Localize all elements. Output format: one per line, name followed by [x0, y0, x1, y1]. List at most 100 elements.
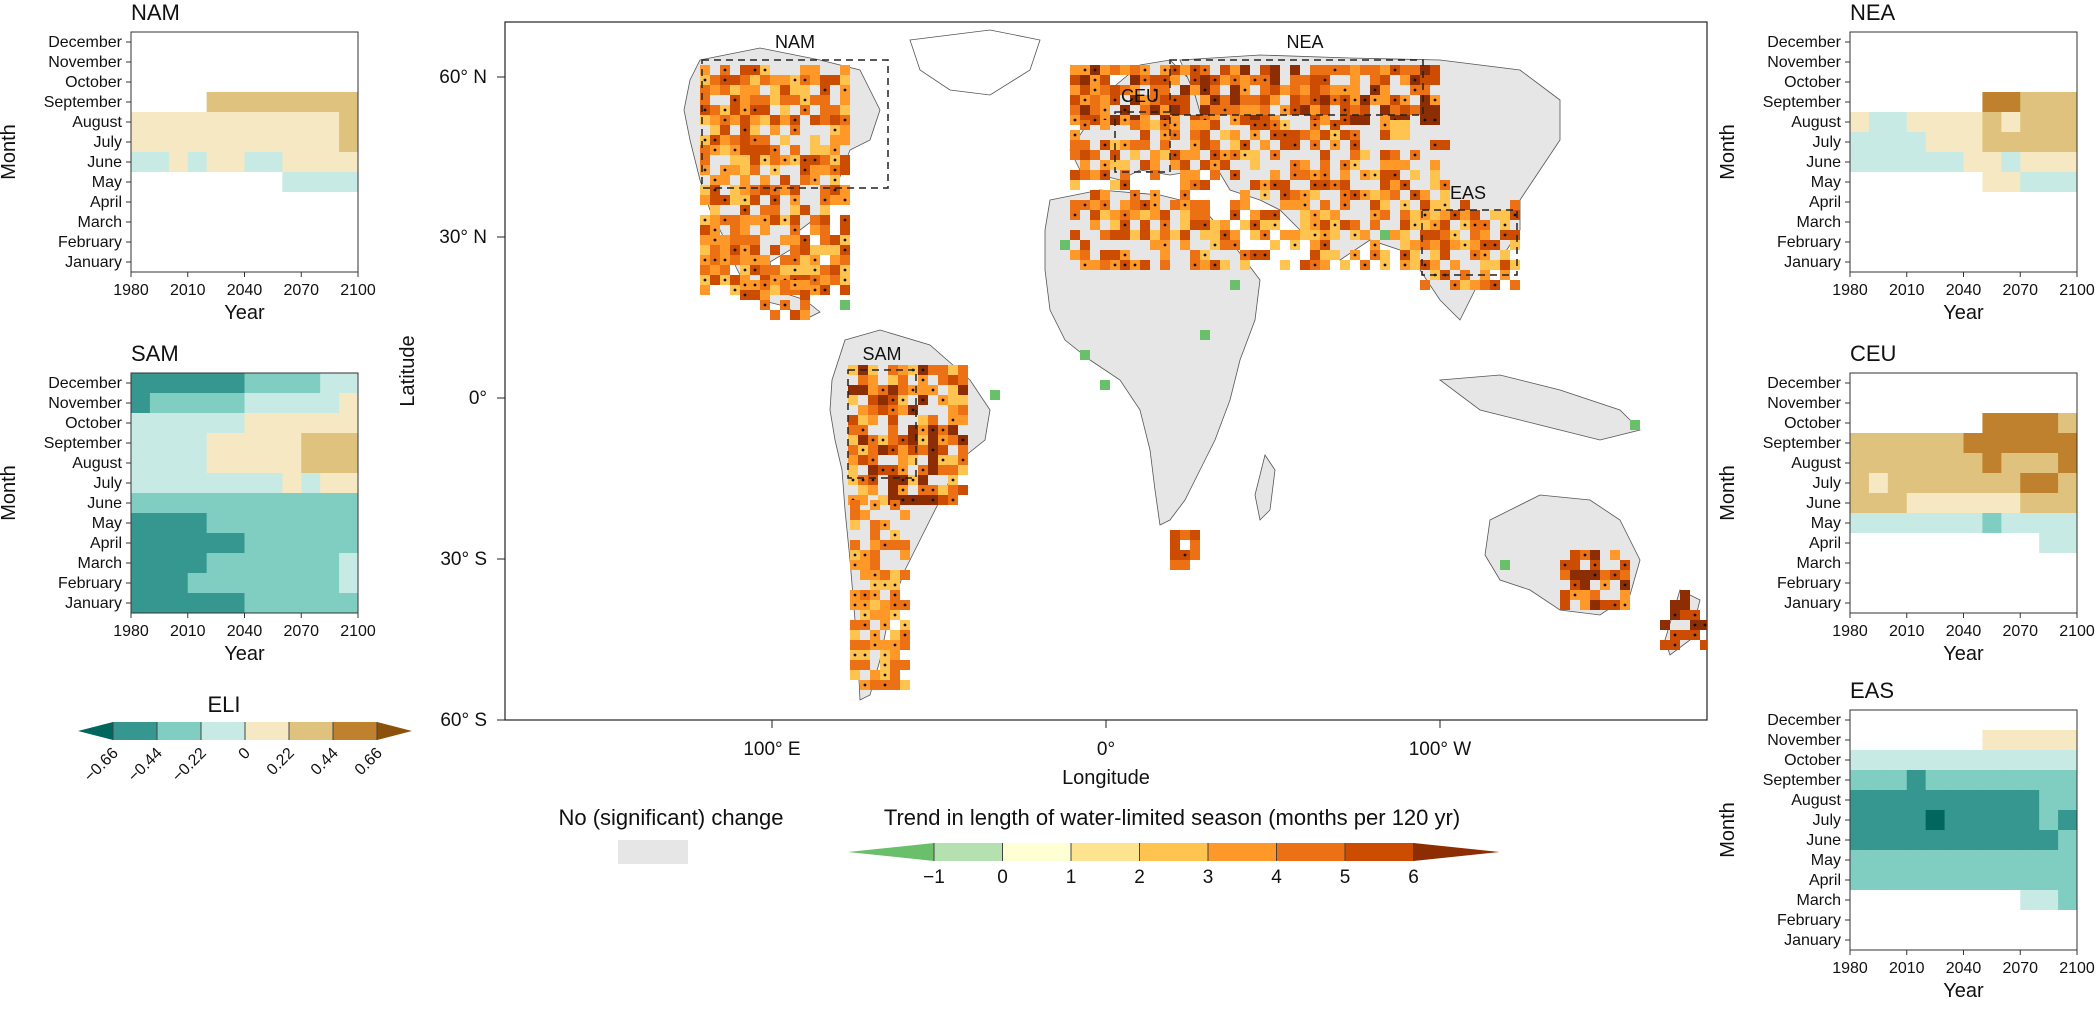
- heatmap-cell: [131, 473, 151, 494]
- heatmap-cell: [1850, 52, 1870, 73]
- heatmap-cell: [1963, 152, 1983, 173]
- month-tick-label: January: [1784, 595, 1841, 612]
- trend-cell: [820, 245, 830, 255]
- heatmap-cell: [244, 593, 264, 614]
- trend-cell: [1410, 65, 1420, 75]
- significance-dot: [1473, 253, 1477, 257]
- trend-cell: [730, 235, 740, 245]
- significance-dot: [911, 408, 915, 412]
- trend-cell: [1420, 220, 1430, 230]
- trend-cell: [1420, 105, 1430, 115]
- trend-cell: [938, 375, 948, 385]
- significance-dot: [941, 398, 945, 402]
- heatmap-cell: [2058, 373, 2078, 394]
- heatmap-cell: [1850, 790, 1870, 811]
- heatmap-cell: [2058, 870, 2078, 891]
- heatmap-cell: [2020, 172, 2040, 193]
- heatmap-cell: [1963, 453, 1983, 474]
- trend-cell: [800, 245, 810, 255]
- heatmap-cell: [301, 553, 321, 574]
- eli-tick-label: −0.44: [125, 745, 166, 786]
- trend-cell: [770, 155, 780, 165]
- trend-cell: [1320, 200, 1330, 210]
- significance-dot: [743, 108, 747, 112]
- significance-dot: [703, 78, 707, 82]
- trend-cell: [1190, 120, 1200, 130]
- heatmap-cell: [1887, 132, 1908, 153]
- trend-cell: [880, 570, 890, 580]
- heatmap-ceu: CEUDecemberNovemberOctoberSeptemberAugus…: [1717, 341, 2095, 665]
- trend-cell: [1300, 95, 1310, 105]
- significance-dot: [891, 468, 895, 472]
- trend-cell: [1290, 200, 1300, 210]
- trend-cell: [840, 255, 850, 265]
- trend-cell: [958, 385, 968, 395]
- trend-colorbar-segment: [1276, 843, 1345, 861]
- significance-dot: [753, 258, 757, 262]
- heatmap-cell: [1925, 373, 1946, 394]
- significance-dot: [1263, 253, 1267, 257]
- eli-tick-label: 0.44: [308, 745, 342, 779]
- heatmap-cell: [263, 32, 283, 53]
- significance-dot: [883, 543, 887, 547]
- heatmap-cell: [1906, 790, 1927, 811]
- significance-dot: [1243, 88, 1247, 92]
- map-x-axis-title: Longitude: [1062, 767, 1150, 789]
- heatmap-cell: [168, 393, 189, 414]
- heatmap-cell: [339, 232, 359, 253]
- heatmap-cell: [320, 453, 340, 474]
- heatmap-cell: [2001, 92, 2021, 113]
- heatmap-cell: [1850, 930, 1870, 951]
- trend-cell: [1190, 170, 1200, 180]
- trend-cell: [1380, 170, 1390, 180]
- heatmap-cell: [339, 172, 359, 193]
- heatmap-cell: [1925, 32, 1946, 53]
- trend-cell: [770, 285, 780, 295]
- trend-cell: [1190, 210, 1200, 220]
- trend-cell: [1300, 130, 1310, 140]
- heatmap-cell: [225, 112, 245, 133]
- trend-cell: [1140, 220, 1150, 230]
- significance-dot: [903, 623, 907, 627]
- heatmap-cell: [1963, 473, 1983, 494]
- significance-dot: [753, 283, 757, 287]
- trend-cell: [1500, 210, 1510, 220]
- significance-dot: [1363, 98, 1367, 102]
- significance-dot: [1323, 183, 1327, 187]
- heatmap-cell: [2039, 513, 2059, 534]
- heatmap-cell: [244, 453, 264, 474]
- trend-cell: [1430, 105, 1440, 115]
- significance-dot: [931, 428, 935, 432]
- trend-cell: [918, 445, 928, 455]
- month-tick-label: February: [58, 575, 122, 592]
- heatmap-cell: [1887, 553, 1908, 574]
- heatmap-cell: [2020, 473, 2040, 494]
- trend-cell: [1090, 170, 1100, 180]
- heatmap-cell: [1868, 710, 1889, 731]
- significance-dot: [1483, 243, 1487, 247]
- trend-cell: [790, 185, 800, 195]
- trend-cell: [908, 445, 918, 455]
- significance-dot: [1173, 98, 1177, 102]
- significance-dot: [1333, 123, 1337, 127]
- trend-cell: [790, 145, 800, 155]
- heatmap-cell: [187, 72, 208, 93]
- heatmap-cell: [149, 413, 170, 434]
- lat-tick-label: 60° S: [440, 710, 487, 731]
- heatmap-cell: [1944, 930, 1964, 951]
- region-label-nam: NAM: [775, 32, 815, 52]
- trend-tick-label: 4: [1271, 867, 1282, 888]
- trend-cell: [1090, 220, 1100, 230]
- significance-dot: [1263, 123, 1267, 127]
- heatmap-cell: [244, 112, 264, 133]
- trend-cell: [1410, 105, 1420, 115]
- trend-tick-label: −1: [923, 867, 945, 888]
- trend-cell: [1220, 130, 1230, 140]
- trend-cell: [1320, 65, 1330, 75]
- trend-cell: [780, 185, 790, 195]
- trend-cell: [1580, 600, 1590, 610]
- heatmap-cell: [320, 493, 340, 514]
- heatmap-cell: [225, 132, 245, 153]
- trend-cell: [1300, 170, 1310, 180]
